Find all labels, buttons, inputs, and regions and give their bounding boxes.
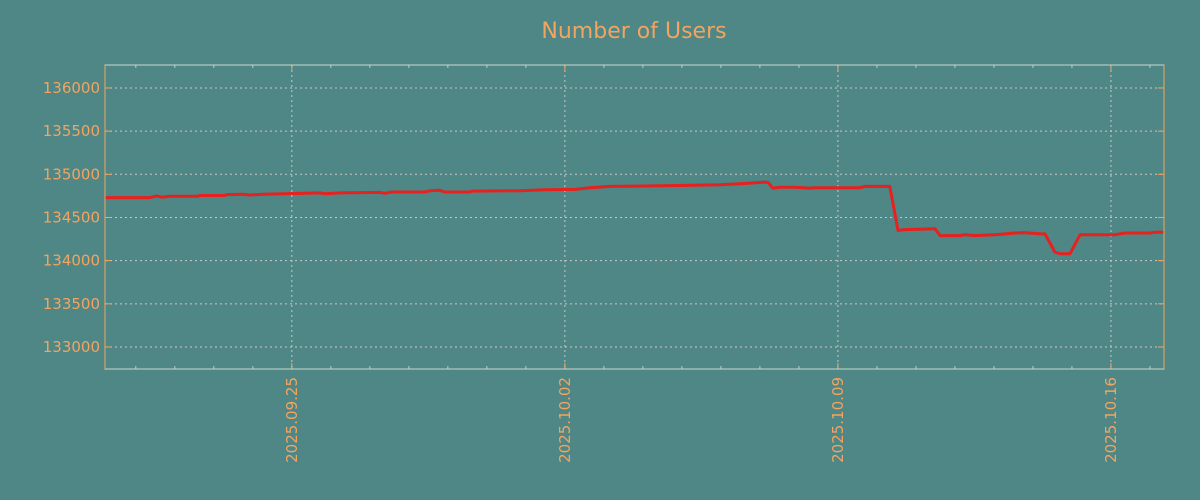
- y-tick-label: 134000: [43, 252, 100, 270]
- y-tick-label: 133500: [43, 295, 100, 313]
- y-tick-label: 135500: [43, 122, 100, 140]
- y-tick-label: 136000: [43, 79, 100, 97]
- x-tick-label: 2025.10.16: [1102, 377, 1120, 463]
- grid: [105, 65, 1164, 369]
- x-tick-label: 2025.09.25: [283, 377, 301, 463]
- series-layer: [105, 180, 1164, 256]
- axis-ticks: 133000 133500 134000 134500 135000 135500 1360…: [43, 65, 1164, 463]
- x-tick-label: 2025.10.09: [829, 377, 847, 463]
- y-tick-label: 133000: [43, 338, 100, 356]
- chart-title: Number of Users: [541, 19, 726, 44]
- x-tick-label: 2025.10.02: [556, 377, 574, 463]
- series-line-users: [105, 180, 1164, 256]
- y-tick-label: 134500: [43, 208, 100, 226]
- y-tick-label: 135000: [43, 165, 100, 183]
